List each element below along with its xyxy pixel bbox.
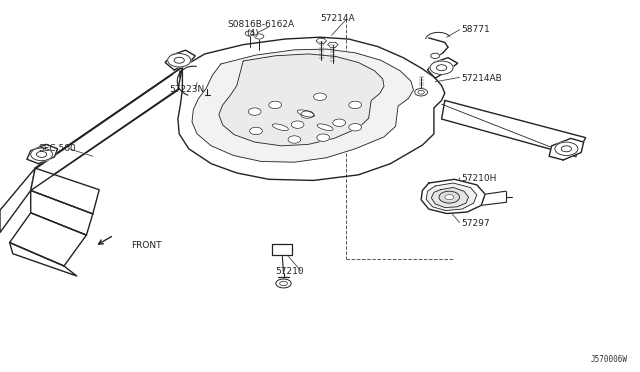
Circle shape [276,279,291,288]
Text: 57214AB: 57214AB [461,74,502,83]
Polygon shape [31,190,93,235]
Polygon shape [442,100,586,156]
Polygon shape [0,168,35,232]
Ellipse shape [298,110,314,117]
Text: 57210H: 57210H [461,174,496,183]
Circle shape [439,191,460,203]
Circle shape [349,124,362,131]
Circle shape [317,134,330,141]
Circle shape [333,119,346,126]
Ellipse shape [317,124,333,131]
Polygon shape [219,54,384,146]
Circle shape [255,34,264,39]
Circle shape [430,61,453,74]
Polygon shape [10,213,86,266]
Polygon shape [192,49,413,162]
Polygon shape [165,50,195,70]
Circle shape [291,121,304,128]
Circle shape [314,93,326,100]
Polygon shape [178,37,445,180]
Circle shape [250,127,262,135]
Text: 58771: 58771 [461,25,490,34]
Circle shape [555,142,578,155]
Polygon shape [549,138,584,160]
Polygon shape [426,183,477,211]
Text: FRONT: FRONT [131,241,162,250]
Text: J570006W: J570006W [590,355,627,364]
Polygon shape [31,67,182,190]
Text: 57223N: 57223N [170,85,205,94]
Circle shape [301,111,314,118]
Circle shape [31,148,52,161]
Circle shape [245,31,254,36]
Circle shape [349,101,362,109]
Circle shape [415,89,428,96]
Polygon shape [431,187,468,208]
Polygon shape [27,144,58,164]
Text: SEC.500: SEC.500 [38,144,76,153]
Polygon shape [421,179,485,214]
Circle shape [269,101,282,109]
Circle shape [248,108,261,115]
Polygon shape [10,243,77,276]
Text: 57297: 57297 [461,219,490,228]
Text: (4): (4) [246,29,259,38]
Circle shape [445,195,454,200]
Text: 57210: 57210 [275,267,304,276]
Polygon shape [31,168,99,214]
Circle shape [431,53,440,58]
Text: S0816B-6162A: S0816B-6162A [227,20,294,29]
Polygon shape [428,58,458,78]
Circle shape [288,136,301,143]
Circle shape [168,54,191,67]
Polygon shape [272,244,292,255]
Text: 57214A: 57214A [320,14,355,23]
Ellipse shape [272,124,289,131]
